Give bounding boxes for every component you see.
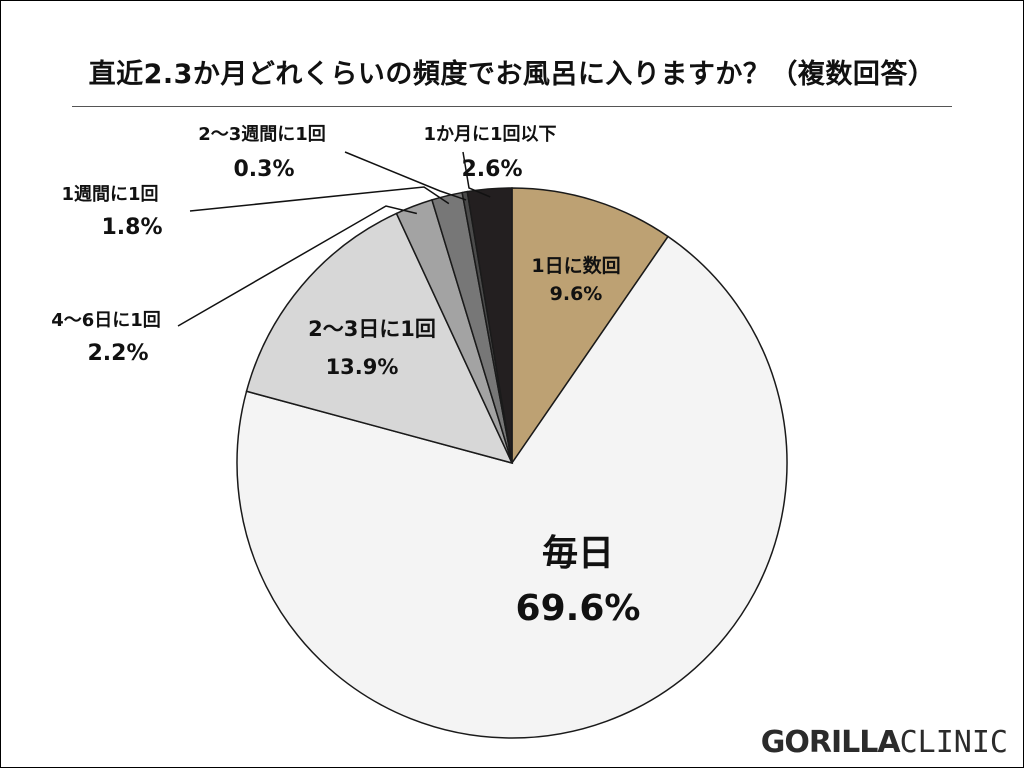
- slice-value-2: 69.6%: [516, 588, 641, 629]
- brand-logo: GORILLACLINIC: [761, 728, 1008, 758]
- slice-labels: 1日に数回 9.6% 毎日 69.6% 2〜3日に1回 13.9% 4〜6日に1回 2.2% 1…: [51, 124, 640, 629]
- leader-line-7: [462, 151, 491, 198]
- slice-label-4: 4〜6日に1回: [51, 310, 161, 331]
- brand-logo-bold: GORILLA: [760, 725, 901, 760]
- slice-label-7: 1か月に1回以下: [423, 124, 556, 145]
- slice-label-6: 2〜3週間に1回: [198, 124, 326, 145]
- slice-value-5: 1.8%: [101, 215, 162, 240]
- pie-slice-3: [245, 212, 514, 465]
- pie-slice-2: [236, 235, 788, 739]
- pie-slices: [236, 187, 788, 739]
- slice-value-1: 9.6%: [550, 283, 603, 305]
- pie-slice-7: [466, 187, 513, 464]
- slice-label-5: 1週間に1回: [61, 184, 158, 205]
- slice-label-1: 1日に数回: [531, 254, 620, 277]
- title-divider: [72, 106, 952, 107]
- slice-value-4: 2.2%: [87, 341, 148, 366]
- leader-line-5: [189, 186, 450, 212]
- leader-lines: [177, 151, 491, 327]
- slice-label-3: 2〜3日に1回: [308, 317, 436, 341]
- slice-value-7: 2.6%: [461, 157, 522, 182]
- slice-value-3: 13.9%: [326, 355, 399, 379]
- leader-line-6: [344, 151, 467, 201]
- chart-title: 直近2.3か月どれくらいの頻度でお風呂に入りますか？（複数回答）: [88, 59, 936, 90]
- leader-line-4: [177, 205, 418, 327]
- pie-slice-1: [511, 187, 670, 466]
- brand-logo-light: CLINIC: [899, 725, 1008, 760]
- slice-value-6: 0.3%: [233, 157, 294, 182]
- slice-label-2: 毎日: [542, 533, 614, 574]
